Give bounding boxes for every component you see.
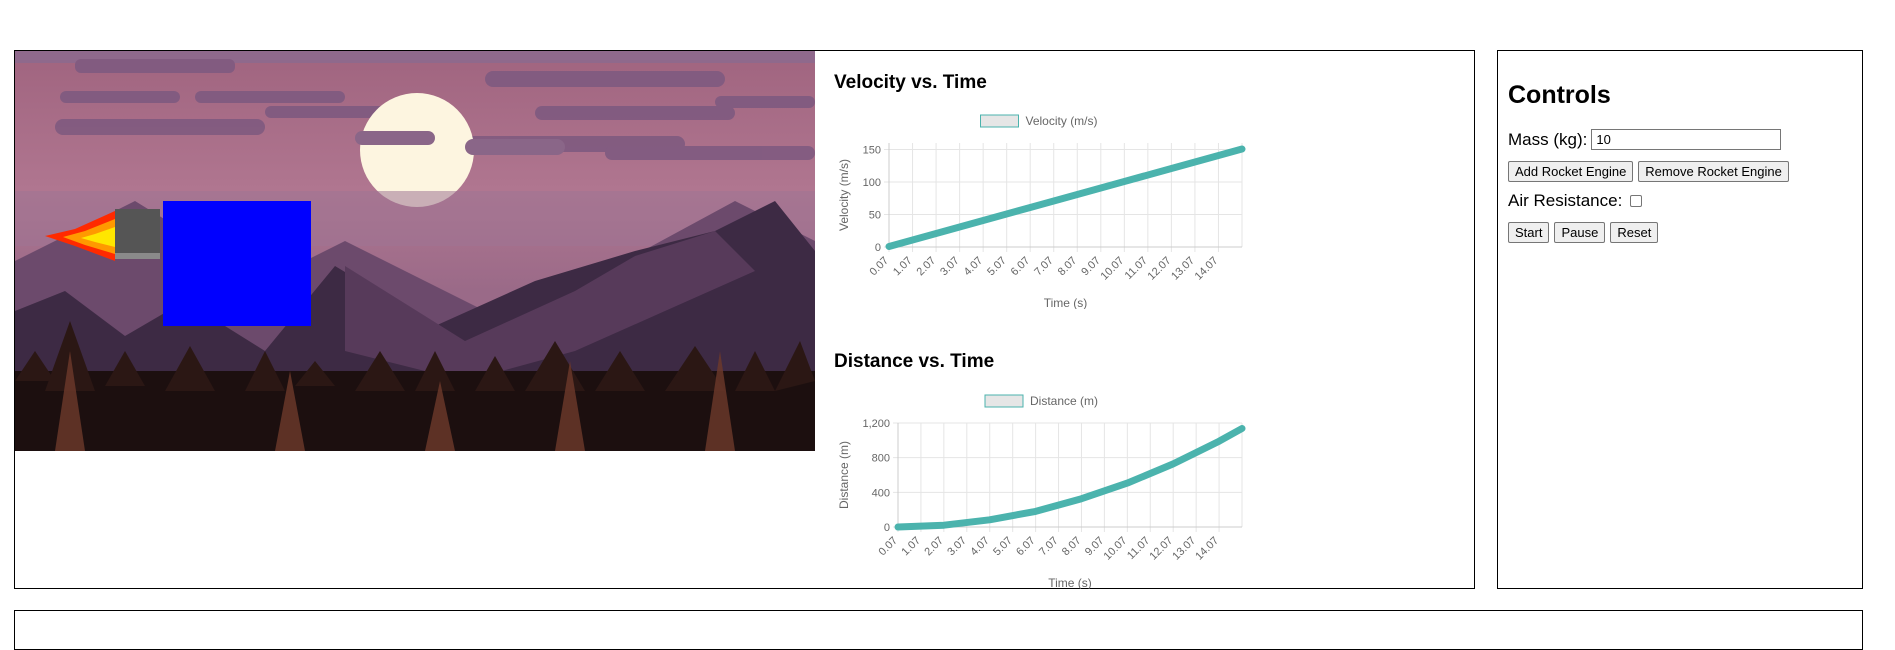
legend-label: Velocity (m/s) — [1026, 114, 1098, 128]
data-point — [1240, 147, 1244, 152]
x-tick-label: 10.07 — [1102, 535, 1130, 563]
x-tick-label: 3.07 — [938, 255, 962, 279]
x-tick-label: 12.07 — [1147, 535, 1175, 563]
data-point — [1169, 166, 1174, 171]
simulation-scene — [15, 51, 815, 451]
legend-label: Distance (m) — [1030, 394, 1098, 408]
x-tick-label: 11.07 — [1125, 535, 1152, 562]
data-point — [1033, 509, 1038, 514]
pause-button[interactable]: Pause — [1554, 222, 1606, 243]
x-tick-label: 2.07 — [922, 535, 946, 559]
add-rocket-engine-button[interactable]: Add Rocket Engine — [1508, 161, 1634, 182]
x-tick-label: 13.07 — [1170, 535, 1198, 563]
x-tick-label: 4.07 — [968, 535, 992, 559]
data-line — [894, 425, 1246, 531]
x-tick-label: 14.07 — [1193, 255, 1221, 283]
data-point — [1217, 439, 1222, 444]
mass-input[interactable] — [1591, 129, 1782, 150]
legend-swatch — [984, 394, 1024, 408]
x-tick-label: 6.07 — [1009, 255, 1033, 279]
x-axis-label: Time (s) — [1044, 296, 1088, 309]
x-tick-label: 0.07 — [876, 535, 900, 559]
data-point — [1075, 192, 1080, 197]
data-point — [1028, 205, 1033, 210]
velocity-chart: Velocity (m/s) 0.07 1.07 2.07 3.07 4.07 5.07 6.… — [837, 114, 1246, 309]
x-tick-label: 0.07 — [867, 255, 891, 279]
y-tick-label: 0 — [875, 242, 881, 254]
data-point — [1216, 153, 1221, 158]
x-tick-label: 12.07 — [1146, 255, 1174, 283]
data-point — [981, 218, 986, 223]
controls-title: Controls — [1508, 81, 1611, 109]
controls-panel: Controls Mass (kg): Add Rocket Engine Re… — [1497, 50, 1863, 589]
y-tick-label: 1,200 — [862, 418, 890, 430]
x-tick-label: 14.07 — [1193, 535, 1221, 563]
start-button[interactable]: Start — [1508, 222, 1550, 243]
y-tick-label: 800 — [872, 453, 890, 465]
x-tick-label: 4.07 — [962, 255, 986, 279]
velocity-chart-title: Velocity vs. Time — [834, 72, 987, 93]
data-line — [885, 145, 1246, 250]
rocket-engine — [115, 209, 160, 259]
data-point — [934, 231, 939, 236]
moon — [360, 93, 474, 207]
remove-rocket-engine-button[interactable]: Remove Rocket Engine — [1638, 161, 1789, 182]
y-axis-label: Distance (m) — [837, 441, 851, 509]
x-tick-label: 1.07 — [891, 255, 915, 279]
x-tick-label: 1.07 — [899, 535, 923, 559]
x-tick-label: 10.07 — [1099, 255, 1127, 283]
data-point — [1122, 179, 1127, 184]
x-tick-label: 5.07 — [985, 255, 1009, 279]
y-tick-label: 0 — [884, 522, 890, 534]
y-axis-label: Velocity (m/s) — [837, 159, 851, 231]
reset-button[interactable]: Reset — [1610, 222, 1659, 243]
y-tick-label: 50 — [869, 210, 881, 222]
x-tick-label: 8.07 — [1056, 255, 1080, 279]
data-point — [987, 517, 992, 522]
data-point — [1171, 461, 1176, 466]
y-tick-label: 400 — [872, 487, 890, 499]
mass-label: Mass (kg): — [1508, 129, 1588, 149]
y-tick-label: 150 — [863, 145, 881, 157]
scene-svg — [15, 51, 815, 451]
simulation-panel: Velocity vs. Time Velocity (m/s) 0.07 1.07… — [14, 50, 1475, 589]
x-tick-label: 2.07 — [915, 255, 939, 279]
legend-swatch — [980, 114, 1019, 128]
data-point — [1125, 481, 1130, 486]
air-resistance-checkbox[interactable] — [1630, 195, 1643, 207]
data-point — [887, 244, 891, 249]
x-tick-label: 8.07 — [1060, 535, 1084, 559]
mass-block — [163, 201, 311, 326]
x-tick-label: 7.07 — [1037, 535, 1061, 559]
data-point — [896, 525, 900, 529]
x-tick-label: 11.07 — [1123, 255, 1150, 282]
x-tick-label: 7.07 — [1032, 255, 1056, 279]
bottom-panel — [14, 610, 1863, 650]
data-point — [1240, 426, 1244, 431]
distance-chart-title: Distance vs. Time — [834, 351, 995, 372]
rocket-flame — [45, 211, 115, 261]
y-tick-label: 100 — [863, 177, 881, 189]
x-axis-label: Time (s) — [1048, 576, 1092, 589]
x-tick-label: 13.07 — [1169, 255, 1197, 283]
data-point — [941, 523, 946, 528]
x-tick-label: 3.07 — [945, 535, 969, 559]
distance-chart: Distance (m) 0.07 1.07 2.07 3.07 4.07 5.07 6.07… — [837, 394, 1246, 589]
data-point — [1079, 496, 1084, 501]
x-tick-label: 5.07 — [991, 535, 1015, 559]
air-resistance-label: Air Resistance: — [1508, 191, 1623, 210]
x-tick-label: 6.07 — [1014, 535, 1038, 559]
